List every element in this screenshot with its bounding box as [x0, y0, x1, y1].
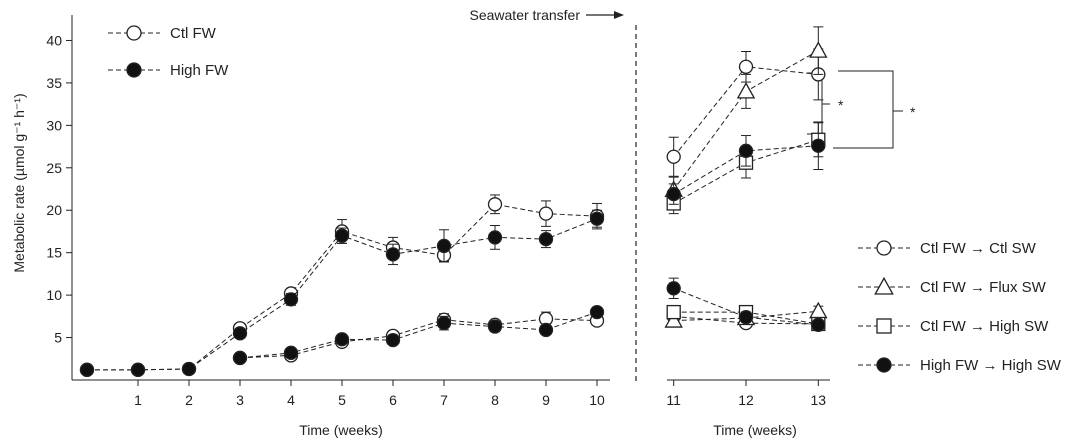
legend-marker	[126, 62, 142, 78]
x-ticks-panel2: 11 12 13	[666, 380, 826, 408]
data-point	[809, 41, 828, 58]
x-tick-label: 10	[589, 392, 605, 408]
legend-marker	[876, 318, 892, 334]
data-point	[736, 81, 756, 99]
data-point	[436, 238, 452, 254]
series-circle-filled-panel2-7	[666, 277, 826, 332]
legend-marker	[874, 276, 894, 295]
y-tick-label: 5	[54, 330, 62, 346]
series-circle-open-panel1-0	[79, 194, 605, 377]
y-tick-label: 20	[46, 202, 62, 218]
legend-entry: Ctl FW	[108, 25, 217, 42]
data-point	[538, 206, 554, 221]
data-point	[79, 362, 95, 377]
data-point	[385, 332, 401, 348]
data-point	[487, 319, 503, 334]
data-point	[666, 186, 681, 202]
x-axis-label-panel1: Time (weeks)	[299, 422, 383, 438]
data-point	[538, 322, 554, 338]
legend-marker	[876, 240, 892, 256]
legend-entry: Ctl FW → Flux SW	[858, 276, 1047, 296]
series-layer	[79, 26, 828, 377]
legend-label: Ctl FW → Ctl SW	[920, 240, 1037, 257]
x-axis-label-panel2: Time (weeks)	[713, 422, 797, 438]
x-tick-label: 12	[738, 392, 754, 408]
series-circle-filled-panel2-3	[666, 121, 826, 205]
series-line	[673, 287, 819, 326]
data-point	[666, 149, 681, 164]
legend-entry: Ctl FW → Ctl SW	[858, 240, 1037, 257]
data-point	[738, 59, 754, 74]
x-tick-label: 8	[491, 392, 499, 408]
x-tick-label: 13	[811, 392, 827, 408]
series-line	[239, 318, 598, 359]
y-tick-label: 10	[46, 287, 62, 303]
x-tick-label: 4	[287, 392, 295, 408]
x-tick-label: 9	[542, 392, 550, 408]
x-tick-label: 11	[666, 392, 681, 408]
data-point	[334, 332, 350, 347]
x-tick-label: 1	[134, 392, 142, 408]
x-ticks-panel1: 1 2 3 4 5 6 7 8 9 10	[134, 380, 605, 408]
series-circle-filled-panel1-3	[232, 304, 605, 366]
legend-entry: High FW → High SW	[858, 357, 1062, 374]
data-point	[232, 326, 248, 341]
legend-label: High FW	[170, 62, 229, 79]
data-point	[664, 311, 683, 328]
y-tick-label: 15	[46, 245, 62, 261]
x-tick-label: 7	[440, 392, 448, 408]
significance-bracket-outer	[833, 70, 903, 149]
legend-label: Ctl FW	[170, 25, 217, 42]
legend-marker	[876, 357, 892, 373]
data-point	[666, 281, 681, 296]
y-tick-label: 30	[46, 117, 62, 133]
seawater-transfer-label: Seawater transfer	[470, 7, 581, 23]
legend-entry: Ctl FW → High SW	[858, 318, 1049, 335]
y-axis-label: Metabolic rate (µmol g⁻¹ h⁻¹)	[11, 93, 27, 272]
data-point	[334, 228, 350, 243]
x-tick-label: 2	[185, 392, 193, 408]
x-tick-label: 3	[236, 392, 244, 408]
y-tick-label: 25	[46, 160, 62, 176]
data-point	[181, 361, 197, 377]
data-point	[283, 292, 299, 307]
legend-entry: High FW	[108, 62, 229, 79]
data-point	[738, 143, 754, 158]
series-line	[239, 311, 598, 359]
legend-label: Ctl FW → Flux SW	[920, 279, 1047, 296]
seawater-transfer-arrow-icon	[586, 11, 624, 19]
data-point	[130, 362, 146, 377]
data-point	[232, 350, 248, 366]
data-point	[811, 317, 826, 332]
data-point	[385, 247, 401, 262]
data-point	[436, 315, 452, 331]
data-point	[487, 230, 503, 245]
data-point	[811, 138, 826, 153]
data-point	[589, 211, 605, 226]
y-tick-label: 40	[46, 32, 62, 48]
series-circle-filled-panel1-1	[79, 209, 605, 377]
data-point	[738, 310, 754, 325]
x-tick-label: 5	[338, 392, 346, 408]
legend-marker	[126, 25, 142, 41]
y-ticks: 5 10 15 20 25 30 35 40	[46, 32, 72, 346]
data-point	[589, 304, 605, 320]
data-point	[487, 197, 503, 212]
y-tick-label: 35	[46, 75, 62, 91]
legend-layer: Ctl FW High FW Ctl FW → Ctl SW Ctl FW → Flu…	[108, 25, 1062, 374]
data-point	[538, 231, 554, 247]
x-tick-label: 6	[389, 392, 397, 408]
legend-label: High FW → High SW	[920, 357, 1062, 374]
significance-star-outer: *	[910, 104, 916, 120]
data-point	[809, 301, 828, 319]
legend-label: Ctl FW → High SW	[920, 318, 1049, 335]
data-point	[666, 304, 681, 320]
data-point	[283, 345, 299, 360]
significance-star-inner: *	[838, 97, 844, 113]
